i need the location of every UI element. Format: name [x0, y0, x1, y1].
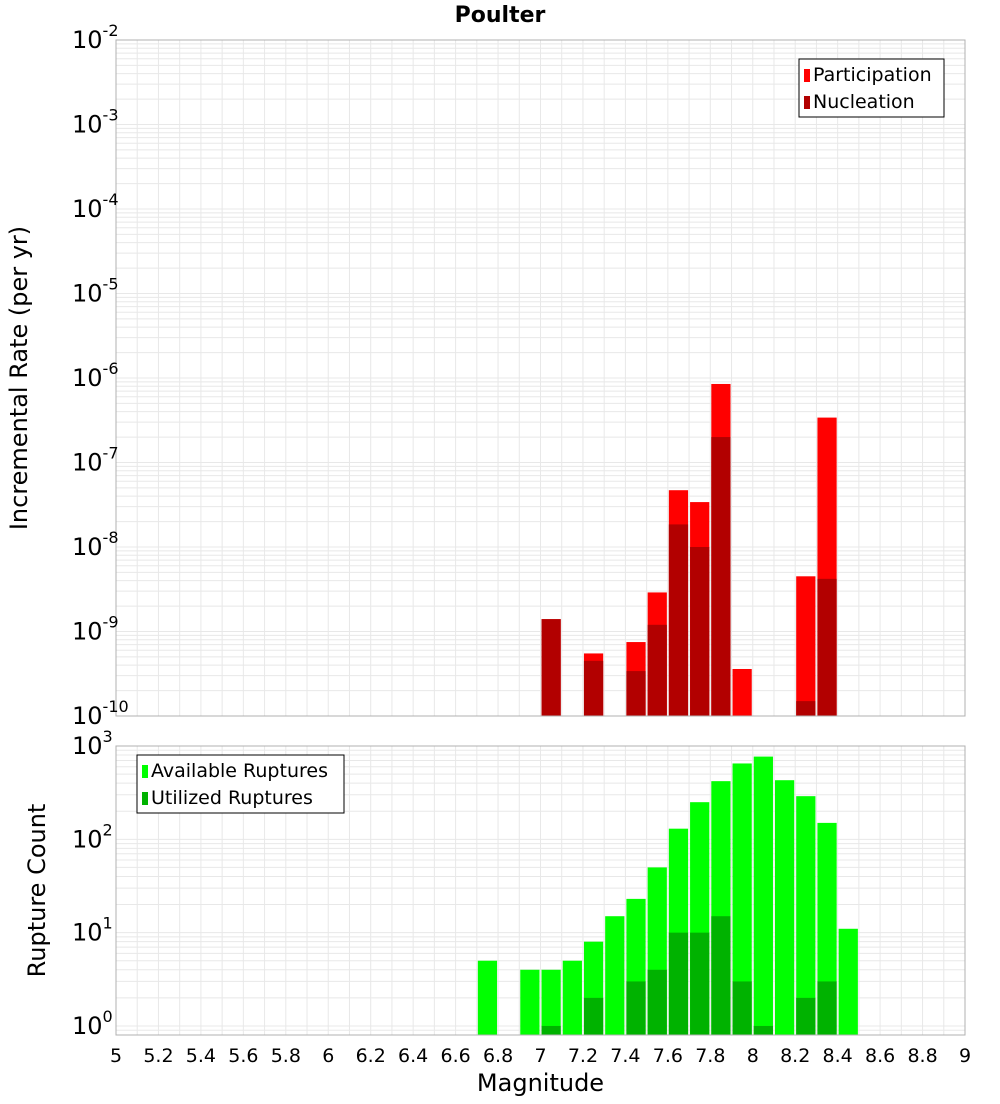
- bar: [732, 763, 752, 1035]
- x-tick-label: 6.8: [483, 1045, 513, 1067]
- plot-frame: [115, 39, 966, 717]
- bar: [541, 1025, 561, 1035]
- bar: [796, 701, 816, 716]
- bar: [605, 916, 625, 1035]
- bar: [774, 780, 795, 1035]
- y-tick-label: 103: [72, 727, 113, 760]
- x-tick-label: 6: [322, 1045, 334, 1067]
- bar: [690, 932, 710, 1035]
- bar: [668, 524, 689, 716]
- bar: [477, 960, 498, 1035]
- x-tick-label: 8.6: [865, 1045, 895, 1067]
- bar: [753, 1025, 773, 1035]
- bar: [796, 997, 816, 1035]
- bar: [732, 981, 752, 1035]
- y-tick-label: 10-8: [72, 528, 119, 561]
- bar: [583, 660, 604, 716]
- bar: [711, 437, 731, 716]
- y-tick-label: 102: [72, 820, 113, 853]
- x-tick-label: 6.2: [356, 1045, 386, 1067]
- bar: [817, 578, 837, 716]
- x-tick-label: 7.8: [695, 1045, 725, 1067]
- legend: Participation Nucleation: [798, 58, 945, 118]
- chart-title: Poulter: [455, 3, 546, 28]
- y-tick-label: 10-9: [72, 613, 119, 646]
- x-tick-label: 7.4: [610, 1045, 640, 1067]
- grid-lines: [115, 39, 966, 717]
- bar: [690, 547, 710, 716]
- legend: Available Ruptures Utilized Ruptures: [136, 754, 345, 814]
- bar: [541, 969, 561, 1035]
- x-tick-label: 6.6: [440, 1045, 470, 1067]
- bar: [626, 671, 646, 716]
- x-tick-label: 7.2: [568, 1045, 598, 1067]
- chart-panel-1: 10-10 10-9 10-8 10-7 10-6 10-5 10-4 10-3 10-2 Inc…: [5, 21, 966, 730]
- x-tick-label: 7.6: [653, 1045, 683, 1067]
- series-utilized-ruptures: [541, 916, 837, 1035]
- bar: [838, 928, 858, 1035]
- y-tick-label: 101: [72, 914, 113, 947]
- legend-swatch: [804, 96, 810, 109]
- series-available-ruptures: [477, 756, 858, 1035]
- bar: [562, 960, 582, 1035]
- x-tick-label: 8.4: [823, 1045, 853, 1067]
- y-tick-label: 10-5: [72, 275, 119, 308]
- bar: [520, 969, 540, 1035]
- x-tick-label: 6.4: [398, 1045, 428, 1067]
- legend-label: Utilized Ruptures: [151, 787, 313, 809]
- y-axis-label: Incremental Rate (per yr): [5, 226, 33, 530]
- bar: [796, 576, 816, 716]
- y-tick-label: 10-2: [72, 21, 119, 54]
- legend-box: [798, 58, 945, 118]
- legend-box: [136, 754, 345, 814]
- series-nucleation: [541, 437, 837, 716]
- x-tick-label: 5.2: [143, 1045, 173, 1067]
- legend-swatch: [142, 765, 148, 778]
- x-tick-label: 5.4: [186, 1045, 216, 1067]
- y-tick-label: 10-7: [72, 444, 119, 477]
- bar: [647, 624, 667, 716]
- bar: [732, 668, 752, 716]
- legend-label: Nucleation: [813, 91, 915, 113]
- bar: [796, 796, 816, 1035]
- bar: [626, 981, 646, 1035]
- y-tick-label: 10-4: [72, 190, 119, 223]
- bar: [668, 932, 689, 1035]
- y-tick-label: 10-6: [72, 359, 119, 392]
- bar: [711, 916, 731, 1035]
- x-tick-label: 9: [959, 1045, 971, 1067]
- x-tick-label: 5: [110, 1045, 122, 1067]
- x-tick-label: 5.6: [228, 1045, 258, 1067]
- legend-swatch: [804, 69, 810, 82]
- x-tick-label: 8.2: [780, 1045, 810, 1067]
- bar: [583, 997, 604, 1035]
- legend-label: Available Ruptures: [151, 760, 328, 782]
- x-tick-label: 5.8: [271, 1045, 301, 1067]
- y-tick-label: 100: [72, 1007, 113, 1040]
- x-tick-label: 7: [534, 1045, 546, 1067]
- bar: [817, 981, 837, 1035]
- x-axis-label: Magnitude: [477, 1069, 604, 1097]
- plot-frame: [115, 745, 966, 1036]
- x-tick-label: 8.8: [907, 1045, 937, 1067]
- legend-label: Participation: [813, 64, 932, 86]
- x-tick-label: 8: [747, 1045, 759, 1067]
- y-tick-label: 10-3: [72, 106, 119, 139]
- y-axis-label: Rupture Count: [23, 804, 51, 978]
- legend-swatch: [142, 792, 148, 805]
- bar: [753, 756, 773, 1035]
- bar: [541, 619, 561, 716]
- bar: [647, 969, 667, 1035]
- y-tick-label: 10-10: [72, 697, 129, 730]
